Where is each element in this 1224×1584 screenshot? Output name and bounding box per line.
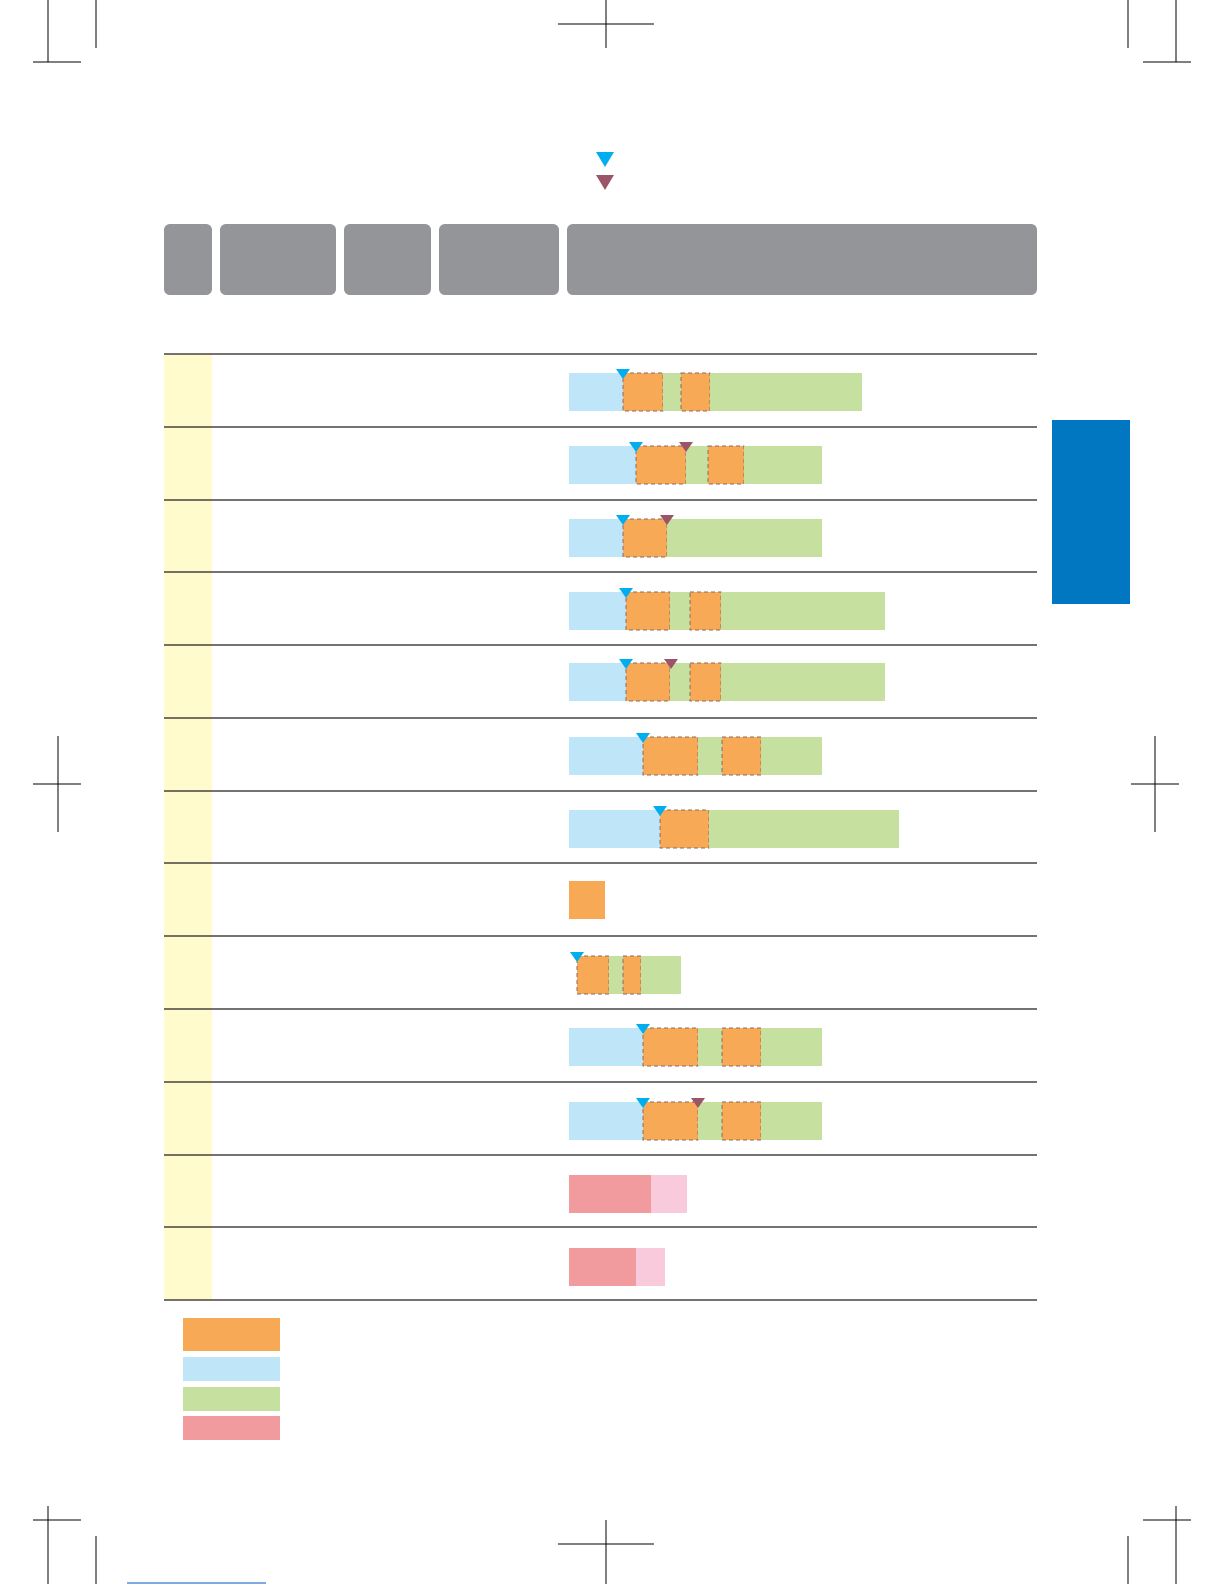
timeline-segment	[721, 1101, 762, 1141]
timeline-segment	[569, 373, 623, 411]
legend-swatch	[183, 1387, 280, 1411]
timeline-segment	[689, 662, 722, 702]
timeline-segment	[663, 373, 681, 411]
timeline-segment	[659, 809, 710, 849]
timeline-segment	[686, 446, 708, 484]
timeline-segment	[721, 736, 762, 776]
end-marker	[679, 442, 693, 452]
header-cell	[164, 224, 212, 295]
header-cell	[439, 224, 559, 295]
timeline-segment	[569, 1102, 643, 1140]
legend-marker-maroon	[596, 175, 614, 190]
timeline-segment	[721, 1027, 762, 1067]
timeline-segment	[710, 373, 862, 411]
start-marker	[570, 952, 584, 962]
timeline-segment	[642, 736, 699, 776]
header-cell	[220, 224, 336, 295]
timeline-segment	[642, 1027, 699, 1067]
legend-swatch	[183, 1318, 280, 1351]
timeline-segment	[636, 1248, 665, 1286]
start-marker	[653, 806, 667, 816]
header-cell	[567, 224, 1037, 295]
timeline-segment	[698, 1102, 722, 1140]
timeline-segment	[569, 663, 626, 701]
timeline-segment	[698, 1028, 722, 1066]
timeline-segment	[709, 810, 899, 848]
timeline-segment	[569, 446, 636, 484]
timeline-segment	[667, 519, 822, 557]
timeline-segment	[707, 445, 745, 485]
start-marker	[629, 442, 643, 452]
timeline-segment	[622, 518, 668, 558]
timeline-segment	[625, 591, 671, 631]
timeline-segment	[689, 591, 722, 631]
timeline-segment	[721, 592, 885, 630]
index-column	[164, 354, 212, 1300]
timeline-segment	[761, 1102, 822, 1140]
table-rows	[164, 353, 1037, 1301]
legend-marker-cyan	[596, 152, 614, 167]
timeline-segment	[569, 737, 643, 775]
header-cell	[344, 224, 431, 295]
timeline-segment	[680, 372, 711, 412]
timeline-segment	[622, 955, 642, 995]
start-marker	[636, 1024, 650, 1034]
start-marker	[619, 659, 633, 669]
timeline-segment	[569, 519, 623, 557]
timeline-segment	[635, 445, 687, 485]
timeline-segment	[642, 1101, 699, 1141]
start-marker	[619, 588, 633, 598]
timeline-segment	[569, 592, 626, 630]
timeline-segment	[698, 737, 722, 775]
timeline-segment	[744, 446, 822, 484]
end-marker	[660, 515, 674, 525]
legend-swatch	[183, 1416, 280, 1440]
timeline-segment	[569, 1248, 636, 1286]
timeline-segment	[670, 592, 690, 630]
crop-marks	[33, 0, 1191, 1584]
timeline-segment	[761, 737, 822, 775]
timeline-segment	[641, 956, 681, 994]
timeline-segment	[622, 372, 664, 412]
start-marker	[616, 515, 630, 525]
timeline-segment	[625, 662, 671, 702]
timeline-segment	[569, 1028, 643, 1066]
timeline-segment	[651, 1175, 687, 1213]
timeline-segment	[569, 881, 605, 919]
timeline-segment	[761, 1028, 822, 1066]
legend-swatch	[183, 1357, 280, 1381]
end-marker	[664, 659, 678, 669]
header-row	[164, 224, 1037, 295]
timeline-segment	[576, 955, 610, 995]
timeline-segment	[569, 1175, 651, 1213]
start-marker	[616, 369, 630, 379]
timeline-segment	[609, 956, 623, 994]
timeline-segment	[670, 663, 690, 701]
timeline-segment	[721, 663, 885, 701]
start-marker	[636, 733, 650, 743]
legend	[183, 1318, 280, 1440]
start-marker	[636, 1098, 650, 1108]
end-marker	[691, 1098, 705, 1108]
side-tab	[1052, 420, 1130, 604]
timeline-segment	[569, 810, 660, 848]
